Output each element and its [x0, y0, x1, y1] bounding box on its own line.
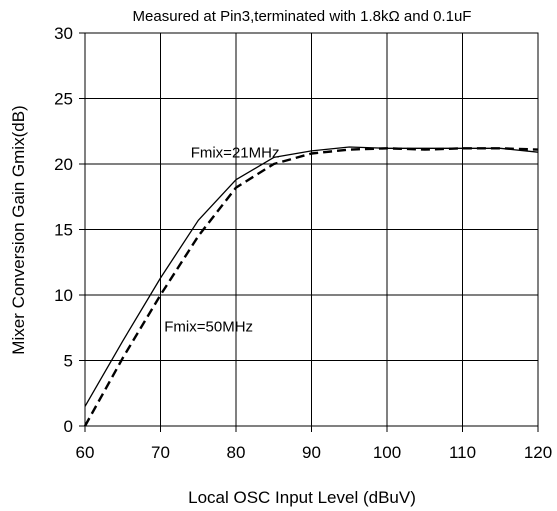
chart-title: Measured at Pin3,terminated with 1.8kΩ a… [133, 8, 472, 25]
y-tick-label: 5 [64, 352, 73, 371]
y-tick-label: 15 [54, 221, 73, 240]
x-axis-title: Local OSC Input Level (dBuV) [188, 488, 416, 507]
y-tick-label: 10 [54, 286, 73, 305]
x-tick-label: 100 [373, 443, 401, 462]
grid [85, 33, 538, 426]
x-tick-label: 110 [449, 443, 476, 462]
y-axis: 0 5 10 15 20 25 30 [54, 24, 85, 436]
x-tick-label: 70 [151, 443, 170, 462]
y-axis-title: Mixer Conversion Gain Gmix(dB) [9, 105, 28, 354]
y-tick-label: 30 [54, 24, 73, 43]
x-tick-label: 80 [227, 443, 246, 462]
x-tick-label: 120 [524, 443, 552, 462]
series-line-fmix-50mhz [83, 147, 539, 427]
x-tick-label: 90 [302, 443, 321, 462]
y-tick-label: 20 [54, 155, 73, 174]
series-line-fmix-21mhz [84, 146, 539, 407]
annotation-label: Fmix=21MHz [191, 144, 280, 161]
annotations: Fmix=21MHz Fmix=50MHz [164, 144, 279, 335]
y-tick-label: 0 [64, 417, 73, 436]
series [83, 146, 539, 427]
x-axis: 60 70 80 90 100 110 120 [76, 426, 552, 462]
annotation-label: Fmix=50MHz [164, 319, 253, 336]
y-tick-label: 25 [54, 90, 73, 109]
x-tick-label: 60 [76, 443, 95, 462]
